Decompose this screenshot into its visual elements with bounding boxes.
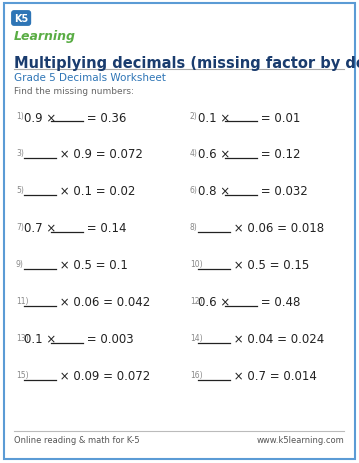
Text: Multiplying decimals (missing factor by decimals): Multiplying decimals (missing factor by … bbox=[14, 56, 359, 71]
Text: 7): 7) bbox=[16, 223, 24, 232]
Text: Learning: Learning bbox=[14, 30, 76, 43]
Text: 5): 5) bbox=[16, 186, 24, 194]
Text: 0.1 ×: 0.1 × bbox=[24, 333, 60, 346]
Text: = 0.14: = 0.14 bbox=[83, 222, 126, 235]
Text: × 0.9 = 0.072: × 0.9 = 0.072 bbox=[56, 148, 143, 161]
Text: = 0.01: = 0.01 bbox=[257, 111, 300, 124]
Text: 4): 4) bbox=[190, 149, 198, 158]
Text: 2): 2) bbox=[190, 112, 198, 121]
Text: 9): 9) bbox=[16, 259, 24, 269]
Text: 13): 13) bbox=[16, 333, 29, 342]
Text: 0.7 ×: 0.7 × bbox=[24, 222, 60, 235]
Text: 14): 14) bbox=[190, 333, 202, 342]
Text: × 0.1 = 0.02: × 0.1 = 0.02 bbox=[56, 185, 135, 198]
Text: 0.1 ×: 0.1 × bbox=[198, 111, 234, 124]
Text: 16): 16) bbox=[190, 370, 202, 379]
Text: 8): 8) bbox=[190, 223, 198, 232]
Text: = 0.48: = 0.48 bbox=[257, 296, 300, 309]
Text: 3): 3) bbox=[16, 149, 24, 158]
Text: × 0.7 = 0.014: × 0.7 = 0.014 bbox=[230, 369, 317, 383]
Text: × 0.04 = 0.024: × 0.04 = 0.024 bbox=[230, 333, 324, 346]
Text: 10): 10) bbox=[190, 259, 202, 269]
Text: Grade 5 Decimals Worksheet: Grade 5 Decimals Worksheet bbox=[14, 73, 166, 83]
Text: www.k5learning.com: www.k5learning.com bbox=[256, 435, 344, 444]
Text: 11): 11) bbox=[16, 296, 28, 305]
Text: 1): 1) bbox=[16, 112, 24, 121]
Text: 0.8 ×: 0.8 × bbox=[198, 185, 234, 198]
Text: 0.9 ×: 0.9 × bbox=[24, 111, 60, 124]
Text: × 0.09 = 0.072: × 0.09 = 0.072 bbox=[56, 369, 150, 383]
Text: = 0.36: = 0.36 bbox=[83, 111, 126, 124]
Text: = 0.003: = 0.003 bbox=[83, 333, 133, 346]
Text: 15): 15) bbox=[16, 370, 29, 379]
Text: 12): 12) bbox=[190, 296, 202, 305]
Text: Find the missing numbers:: Find the missing numbers: bbox=[14, 87, 134, 96]
Text: 6): 6) bbox=[190, 186, 198, 194]
Text: = 0.12: = 0.12 bbox=[257, 148, 300, 161]
Text: Online reading & math for K-5: Online reading & math for K-5 bbox=[14, 435, 140, 444]
Text: × 0.06 = 0.018: × 0.06 = 0.018 bbox=[230, 222, 324, 235]
Text: K5: K5 bbox=[14, 14, 28, 24]
Text: × 0.06 = 0.042: × 0.06 = 0.042 bbox=[56, 296, 150, 309]
Text: 0.6 ×: 0.6 × bbox=[198, 296, 234, 309]
Text: = 0.032: = 0.032 bbox=[257, 185, 307, 198]
Text: × 0.5 = 0.1: × 0.5 = 0.1 bbox=[56, 259, 128, 272]
Text: × 0.5 = 0.15: × 0.5 = 0.15 bbox=[230, 259, 309, 272]
Text: 0.6 ×: 0.6 × bbox=[198, 148, 234, 161]
